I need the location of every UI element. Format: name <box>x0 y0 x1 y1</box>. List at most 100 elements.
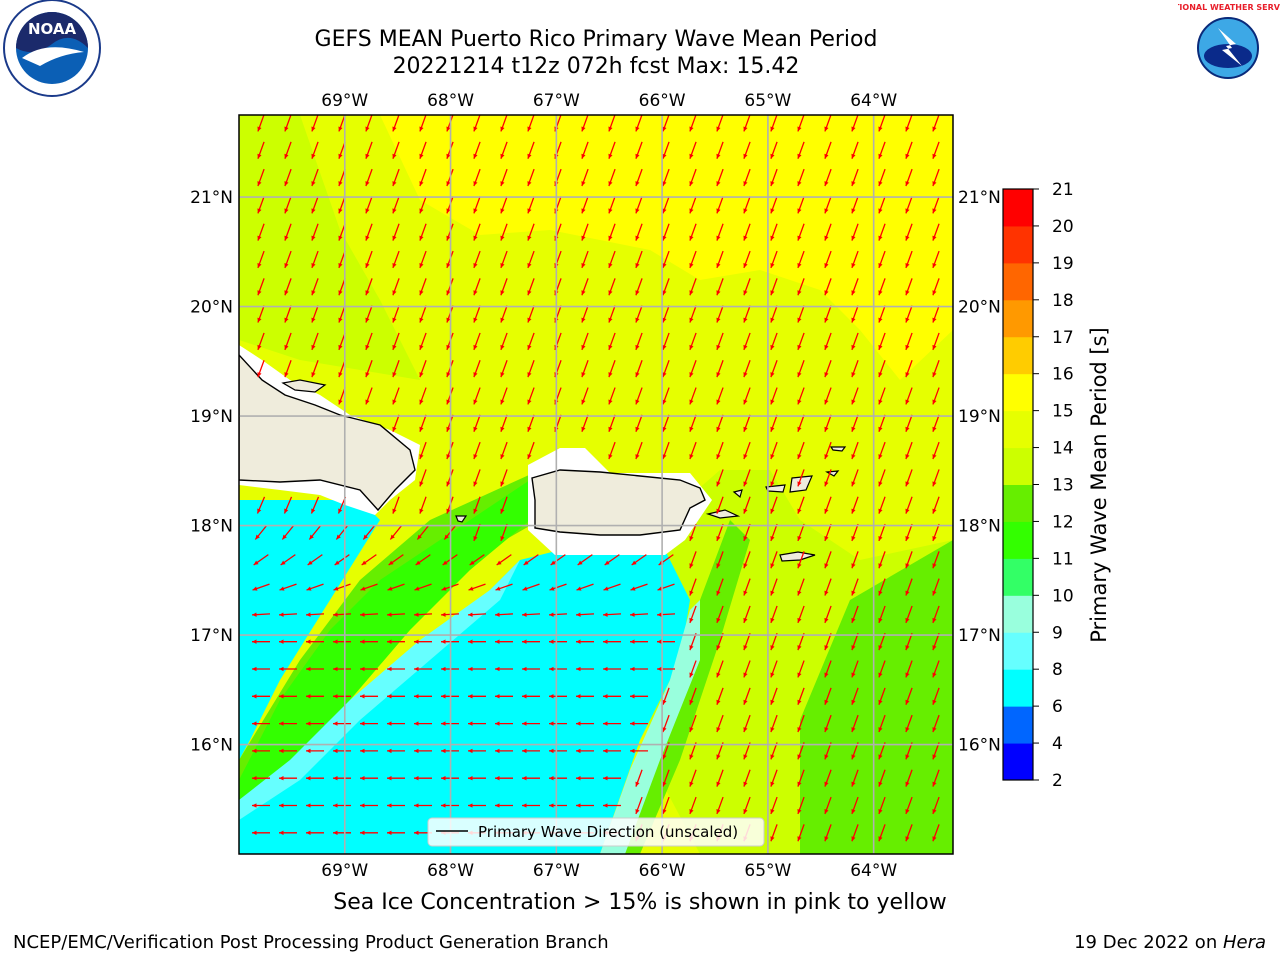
wave-arrow <box>851 551 859 569</box>
wave-arrow <box>576 666 594 672</box>
wave-arrow <box>824 469 832 487</box>
wave-arrow <box>306 583 324 591</box>
wave-arrow <box>419 360 427 378</box>
wave-arrow <box>604 554 620 566</box>
wave-arrow <box>473 387 481 405</box>
wave-arrow <box>360 748 378 754</box>
wave-arrow <box>630 639 648 644</box>
colorbar-segment <box>1003 706 1033 744</box>
wave-arrow <box>387 803 405 808</box>
wave-arrow <box>576 721 594 726</box>
footer-host: Hera <box>1222 932 1266 953</box>
wave-arrow <box>743 115 751 132</box>
wave-arrow <box>797 660 805 678</box>
wave-arrow <box>332 612 352 617</box>
wave-arrow <box>662 441 670 460</box>
wave-arrow <box>310 496 320 514</box>
wave-arrow <box>252 803 270 808</box>
lat-label-left: 17°N <box>190 626 233 646</box>
lon-label-bottom: 68°W <box>427 861 474 881</box>
wave-arrow <box>257 141 265 159</box>
colorbar-tick-label: 6 <box>1052 697 1063 717</box>
wave-arrow <box>280 554 296 566</box>
wave-arrow <box>716 250 724 269</box>
wave-arrow <box>419 469 427 487</box>
wave-arrow <box>419 168 427 187</box>
wave-arrow <box>473 305 481 323</box>
wave-arrow <box>473 141 481 159</box>
lat-label-left: 18°N <box>190 517 233 537</box>
wave-arrow <box>878 115 886 132</box>
wave-arrow <box>333 639 351 644</box>
hispaniola-land <box>239 353 416 512</box>
wave-arrow <box>333 803 351 808</box>
mona-island <box>455 515 468 523</box>
tortuga-island <box>281 379 327 393</box>
wave-arrow <box>689 278 697 296</box>
lon-label-top: 68°W <box>427 91 474 111</box>
wave-arrow <box>334 554 350 566</box>
wave-arrow <box>905 141 913 159</box>
wave-arrow <box>254 525 268 540</box>
wave-arrow <box>527 305 535 323</box>
wave-arrow <box>608 332 616 351</box>
wave-arrow <box>689 250 697 269</box>
wave-arrow <box>657 583 675 591</box>
wave-arrow <box>495 639 513 644</box>
wave-arrow <box>851 687 859 705</box>
wave-arrow <box>797 687 805 705</box>
wave-arrow <box>716 441 724 460</box>
wave-arrow <box>797 332 805 351</box>
wave-arrow <box>527 115 535 132</box>
colorbar-segment <box>1003 632 1033 670</box>
wave-arrow <box>500 414 508 432</box>
wave-arrow <box>333 776 351 781</box>
wave-arrow <box>522 666 540 672</box>
wave-arrow <box>284 168 292 187</box>
wave-arrow <box>419 250 427 269</box>
wave-arrow <box>307 554 323 566</box>
wave-arrow <box>905 496 913 514</box>
colorbar-segment <box>1003 558 1033 596</box>
wave-arrow <box>284 250 292 269</box>
wave-arrow <box>365 250 373 269</box>
colorbar-segment <box>1003 595 1033 633</box>
wave-arrow <box>743 278 751 296</box>
wave-arrow <box>387 830 405 835</box>
colorbar-tick-label: 16 <box>1052 365 1074 385</box>
wave-arrow <box>932 687 940 705</box>
wave-arrow <box>743 387 751 405</box>
wave-arrow <box>413 612 433 617</box>
wave-arrow <box>500 250 508 269</box>
colorbar-label: Primary Wave Mean Period [s] <box>1087 327 1111 643</box>
wave-arrow <box>365 168 373 187</box>
wave-arrow <box>311 278 319 296</box>
wave-arrow <box>932 305 940 323</box>
wave-arrow <box>770 605 778 624</box>
wave-arrow <box>824 441 832 460</box>
wave-arrow <box>495 721 513 726</box>
wave-arrow <box>716 551 724 569</box>
wave-arrow <box>419 115 427 132</box>
lat-label-left: 21°N <box>190 188 233 208</box>
wave-arrow <box>522 776 540 781</box>
wave-arrow <box>905 660 913 678</box>
wave-arrow <box>581 223 589 241</box>
wave-arrow <box>743 305 751 323</box>
arrow-legend: Primary Wave Direction (unscaled) <box>427 817 765 847</box>
wave-arrow <box>689 660 697 678</box>
wave-arrow <box>851 714 859 733</box>
wave-arrow <box>770 387 778 405</box>
wave-arrow <box>581 115 589 132</box>
wave-arrow <box>279 583 297 591</box>
wave-arrow <box>662 305 670 323</box>
wave-arrow <box>635 168 643 187</box>
wave-arrow <box>662 278 670 296</box>
wave-arrow <box>770 551 778 569</box>
wave-arrow <box>932 633 940 651</box>
wave-arrow <box>306 776 324 781</box>
wave-arrow <box>311 360 319 378</box>
wave-arrow <box>360 583 378 591</box>
wave-arrow <box>662 387 670 405</box>
wave-arrow <box>365 115 373 132</box>
